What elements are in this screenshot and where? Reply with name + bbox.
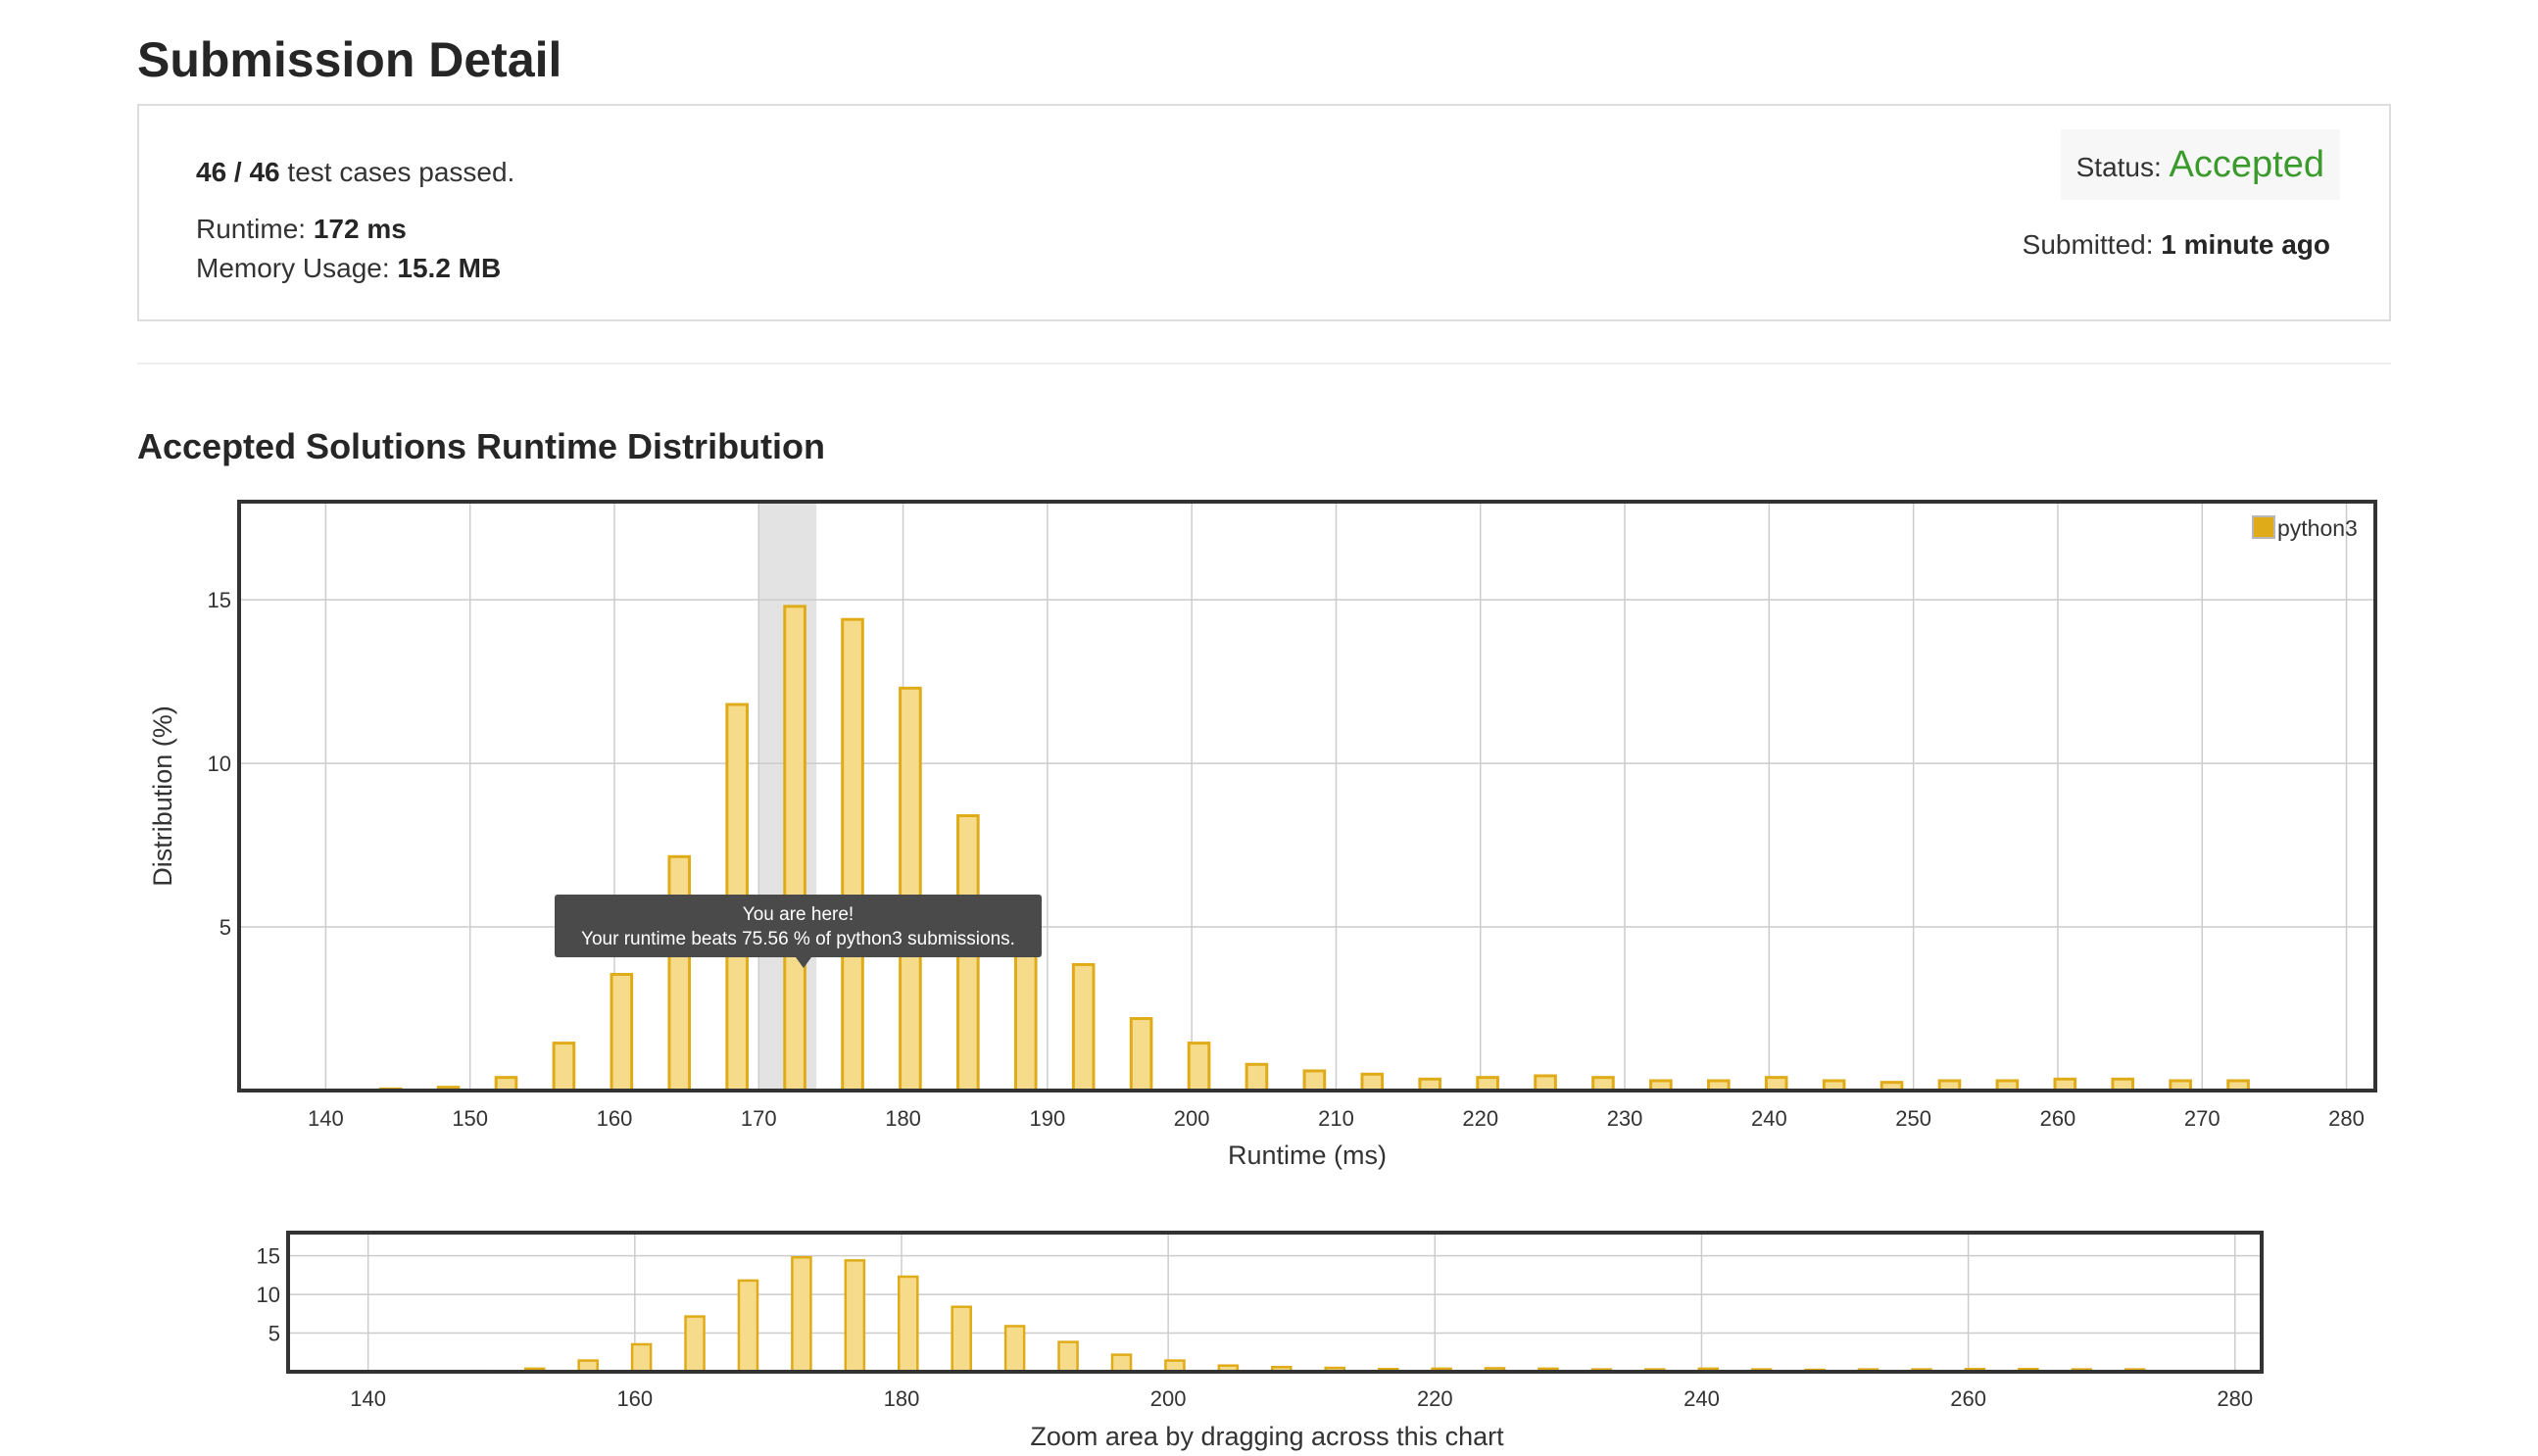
x-tick-label-200: 200 — [1150, 1386, 1187, 1411]
bar-220.5[interactable] — [1476, 1076, 1499, 1092]
y-tick-label-15: 15 — [208, 588, 231, 612]
section-divider — [137, 363, 2391, 364]
bar-200.5[interactable] — [1187, 1042, 1211, 1092]
x-tick-label-240: 240 — [1751, 1106, 1787, 1131]
bar-172.5[interactable] — [783, 605, 806, 1092]
bar-160.5[interactable] — [610, 972, 634, 1092]
legend-label[interactable]: python3 — [2277, 515, 2358, 541]
bar-160.5[interactable] — [630, 1342, 653, 1374]
tests-passed-count: 46 / 46 — [196, 157, 280, 187]
x-tick-label-200: 200 — [1174, 1106, 1210, 1131]
bar-196.5[interactable] — [1110, 1353, 1133, 1374]
bar-192.5[interactable] — [1057, 1340, 1079, 1374]
x-tick-label-140: 140 — [350, 1386, 386, 1411]
runtime-value: 172 ms — [313, 214, 407, 244]
x-tick-label-260: 260 — [2040, 1106, 2076, 1131]
status-badge: Status: Accepted — [2060, 129, 2340, 200]
bar-168.5[interactable] — [737, 1279, 759, 1374]
bar-208.5[interactable] — [1302, 1069, 1327, 1092]
runtime-line: Runtime: 172 ms — [196, 210, 514, 249]
y-tick-label-10: 10 — [208, 752, 231, 776]
submission-stats: 46 / 46 test cases passed. Runtime: 172 … — [196, 153, 514, 288]
tooltip-title: You are here! — [743, 904, 854, 925]
x-tick-label-240: 240 — [1684, 1386, 1720, 1411]
x-tick-label-210: 210 — [1318, 1106, 1354, 1131]
x-tick-label-230: 230 — [1607, 1106, 1643, 1131]
x-tick-label-260: 260 — [1950, 1386, 1986, 1411]
x-tick-label-160: 160 — [597, 1106, 633, 1131]
bar-156.5[interactable] — [552, 1042, 576, 1092]
bar-176.5[interactable] — [844, 1259, 866, 1374]
plot-frame — [237, 500, 2377, 1092]
submission-summary-panel: 46 / 46 test cases passed. Runtime: 172 … — [137, 104, 2391, 321]
y-tick-label-5: 5 — [220, 915, 231, 940]
submitted-value: 1 minute ago — [2161, 229, 2330, 260]
x-tick-label-250: 250 — [1895, 1106, 1931, 1131]
submitted-label: Submitted: — [2022, 229, 2162, 260]
test-cases-line: 46 / 46 test cases passed. — [196, 153, 514, 192]
x-tick-label-180: 180 — [884, 1386, 920, 1411]
bar-224.5[interactable] — [1534, 1074, 1557, 1092]
memory-value: 15.2 MB — [397, 253, 502, 283]
x-axis-title: Runtime (ms) — [1228, 1141, 1387, 1170]
x-tick-label-280: 280 — [2328, 1106, 2365, 1131]
navigator-chart[interactable]: 140 160 180 200 220 240 260 280 5 10 15 Zoom area b… — [257, 1231, 2264, 1451]
x-axis-title: Zoom area by dragging across this chart — [1030, 1422, 1504, 1451]
plot-frame — [286, 1231, 2264, 1374]
status-value: Accepted — [2169, 144, 2324, 185]
bar-176.5[interactable] — [841, 617, 864, 1092]
y-tick-label-15: 15 — [257, 1244, 280, 1269]
bar-164.5[interactable] — [684, 1315, 706, 1374]
section-title: Accepted Solutions Runtime Distribution — [137, 426, 826, 466]
bar-180.5[interactable] — [899, 686, 922, 1092]
memory-line: Memory Usage: 15.2 MB — [196, 249, 514, 288]
bar-240.5[interactable] — [1764, 1076, 1788, 1092]
x-tick-label-140: 140 — [308, 1106, 344, 1131]
status-label: Status: — [2075, 152, 2170, 182]
tests-passed-suffix: test cases passed. — [279, 157, 515, 187]
x-tick-label-220: 220 — [1417, 1386, 1453, 1411]
x-tick-label-220: 220 — [1462, 1106, 1498, 1131]
bar-188.5[interactable] — [1003, 1325, 1026, 1374]
bar-172.5[interactable] — [791, 1255, 812, 1374]
runtime-label: Runtime: — [196, 214, 314, 244]
y-tick-label-5: 5 — [268, 1322, 280, 1346]
bar-204.5[interactable] — [1245, 1062, 1269, 1092]
bar-180.5[interactable] — [898, 1275, 919, 1374]
bar-196.5[interactable] — [1129, 1017, 1153, 1092]
x-tick-label-180: 180 — [885, 1106, 921, 1131]
x-tick-label-160: 160 — [616, 1386, 653, 1411]
bar-212.5[interactable] — [1360, 1072, 1385, 1092]
y-axis-title: Distribution (%) — [148, 705, 177, 887]
bar-192.5[interactable] — [1071, 962, 1096, 1092]
legend-swatch[interactable] — [2252, 515, 2275, 539]
x-tick-label-170: 170 — [741, 1106, 777, 1131]
bar-228.5[interactable] — [1591, 1076, 1615, 1092]
bar-184.5[interactable] — [951, 1305, 972, 1374]
memory-label: Memory Usage: — [196, 253, 398, 283]
bar-152.5[interactable] — [494, 1076, 518, 1092]
y-tick-label-10: 10 — [257, 1283, 280, 1307]
bar-164.5[interactable] — [667, 854, 692, 1092]
x-tick-label-150: 150 — [452, 1106, 488, 1131]
main-chart[interactable]: 140 150 160 170 180 190 200 210 220 230 240 250 260 2… — [148, 500, 2377, 1170]
tooltip-body: Your runtime beats 75.56 % of python3 su… — [581, 929, 1015, 949]
submitted-line: Submitted: 1 minute ago — [2023, 225, 2330, 265]
x-tick-label-270: 270 — [2184, 1106, 2221, 1131]
tooltip-pointer — [796, 957, 811, 968]
x-tick-label-190: 190 — [1030, 1106, 1066, 1131]
x-tick-label-280: 280 — [2217, 1386, 2253, 1411]
tooltip-box — [555, 895, 1042, 957]
page-title: Submission Detail — [137, 32, 562, 87]
